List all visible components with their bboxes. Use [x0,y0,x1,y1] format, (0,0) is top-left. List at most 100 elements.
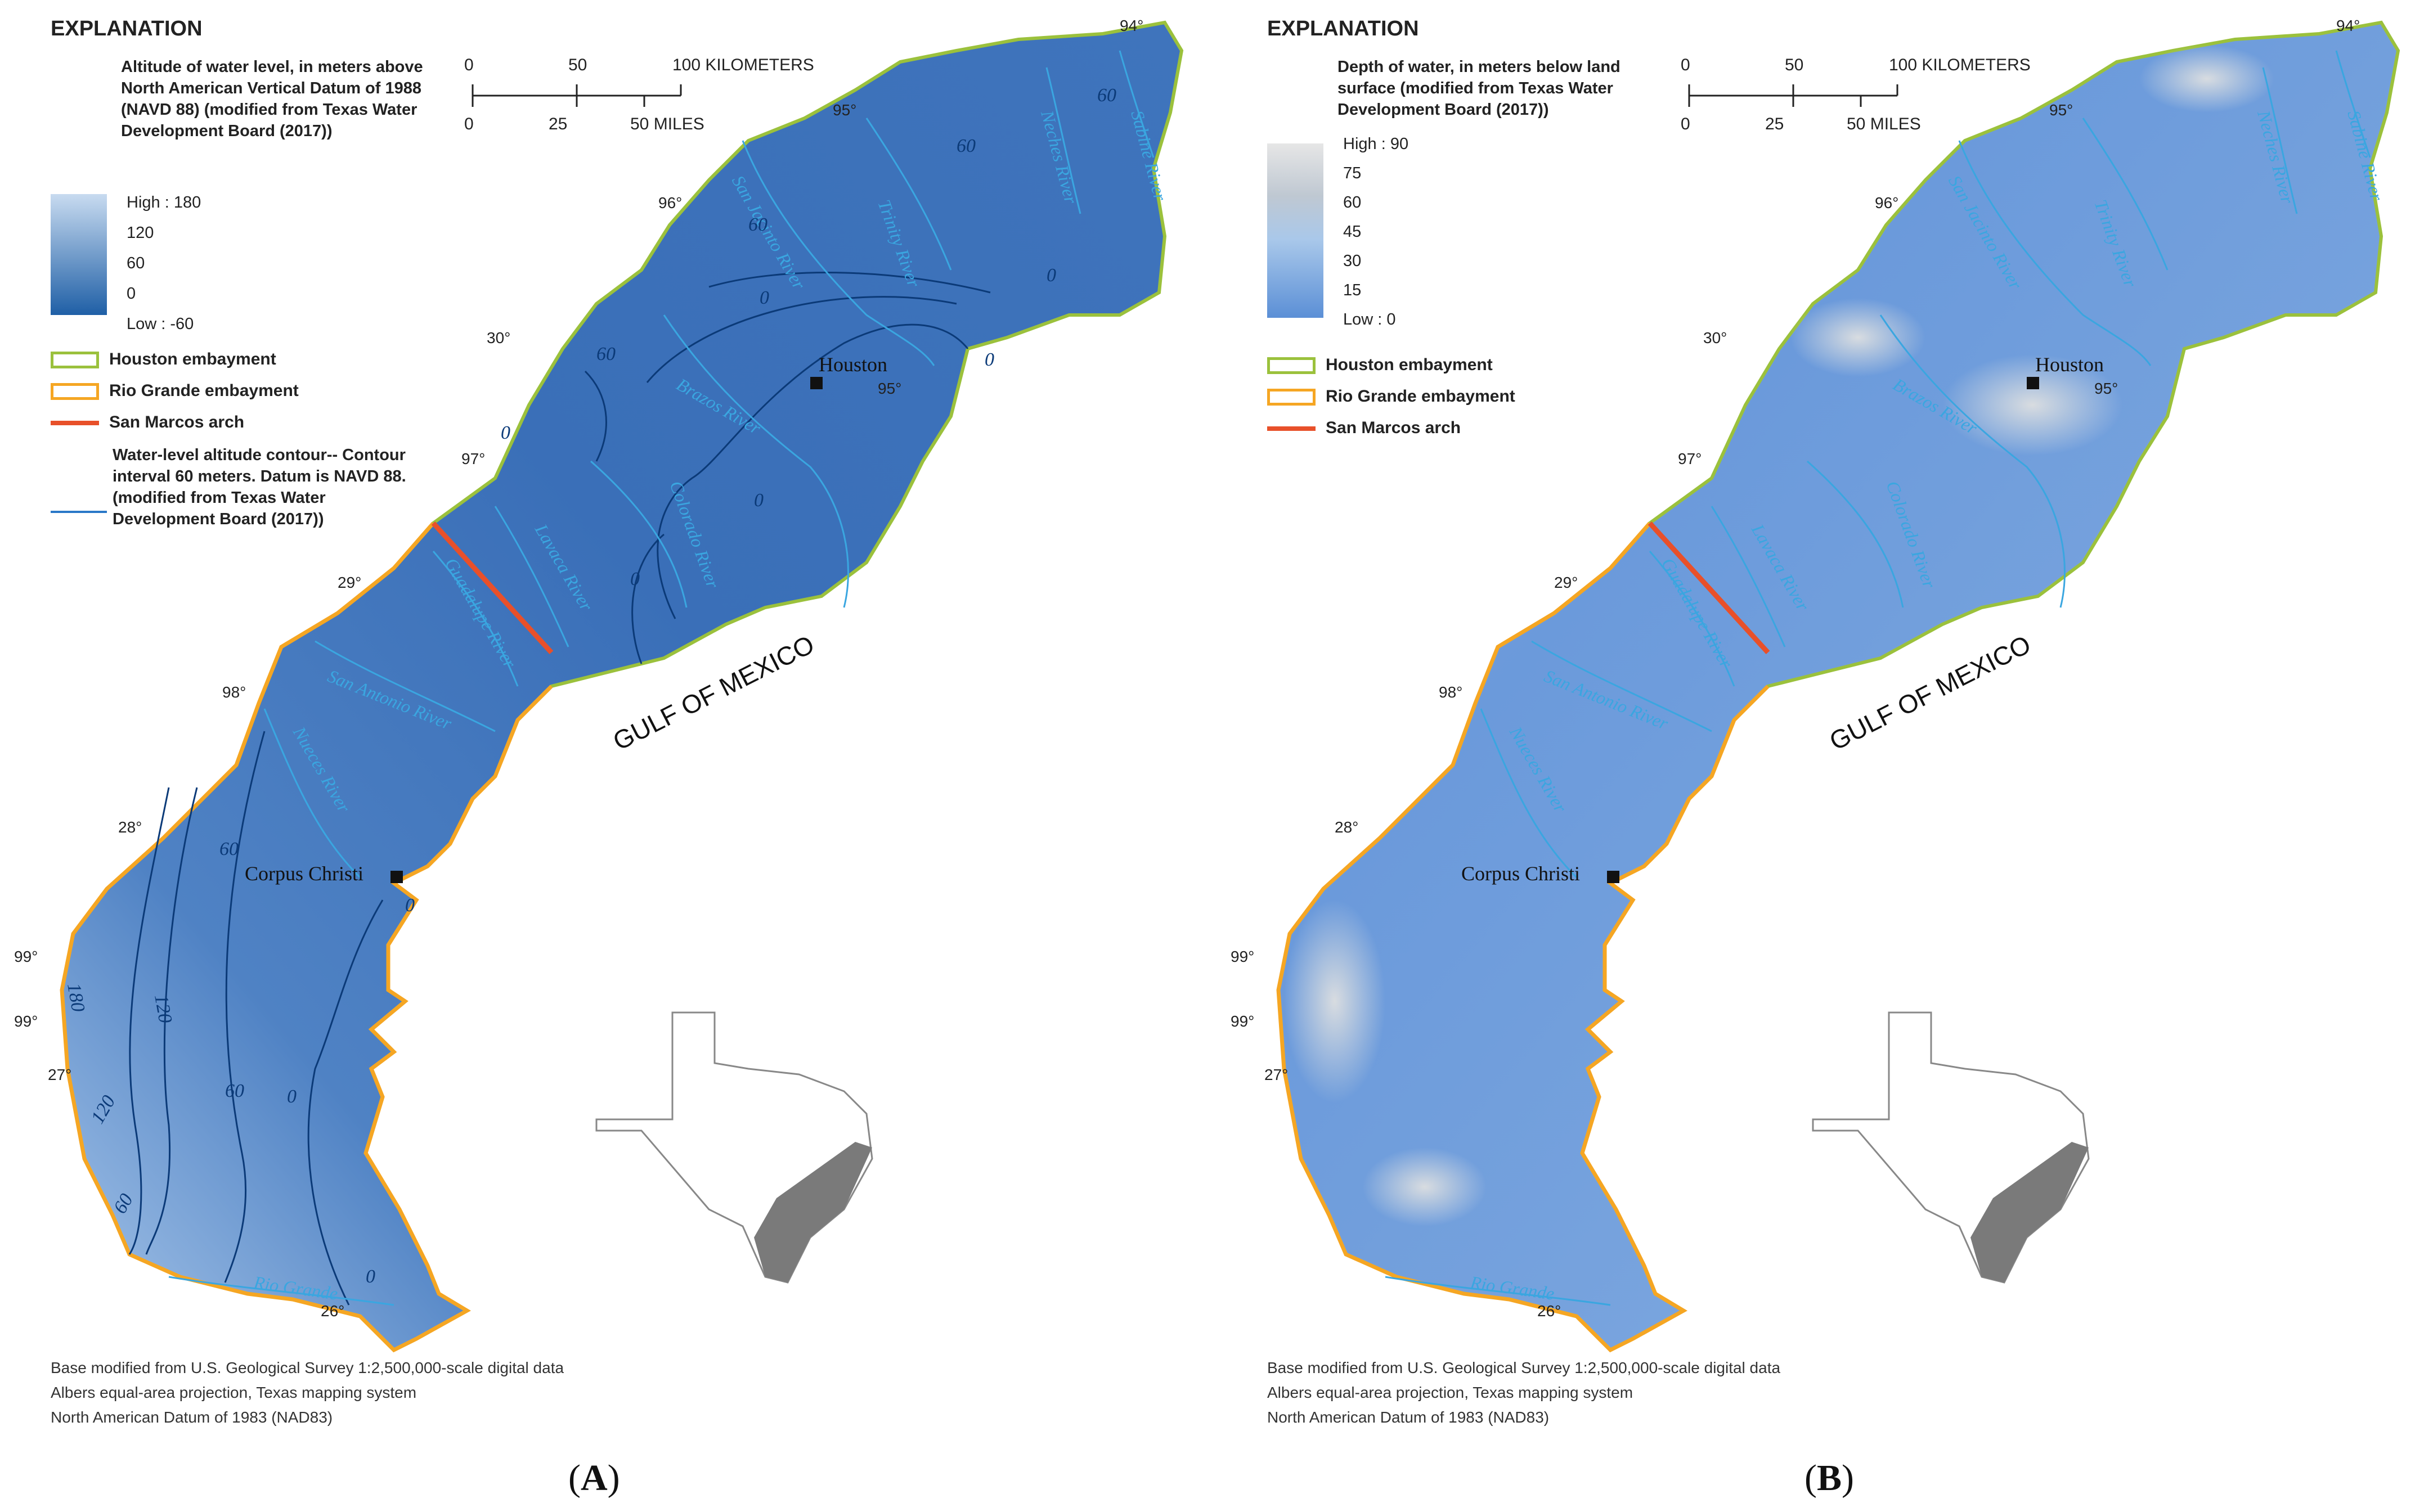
scale-km-0: 0 [1681,56,1690,74]
legend-tick: High : 90 [1343,135,1409,153]
houston-embayment-swatch [1267,357,1316,375]
legend-tick: 60 [127,254,145,272]
legend-title: Depth of water, in meters below land sur… [1337,58,1620,119]
legend-san-marcos-arch: San Marcos arch [51,413,244,441]
legend-label: San Marcos arch [1326,418,1461,437]
contour-label-7: 0 [760,287,769,308]
coord-26: 26° [321,1302,344,1320]
coord-99-a: 99° [14,948,38,965]
legend-label: San Marcos arch [109,413,245,431]
san-marcos-arch-swatch [51,421,99,426]
contour-label-4: 60 [596,344,616,364]
houston-marker [810,377,823,389]
contour-label-2: 60 [957,136,976,156]
scale-mi-0: 0 [1681,115,1690,133]
legend-label: Houston embayment [109,350,276,368]
contour-label-19: 0 [366,1266,375,1287]
depth-high-zone [1284,900,1385,1102]
source-line: Base modified from U.S. Geological Surve… [51,1359,564,1376]
legend-tick: Low : -60 [127,315,194,333]
inset-texas-map [595,1011,873,1284]
map-panel-a: 0 50 100 KILOMETERS 0 25 50 MILES 94° 95… [0,0,1216,1512]
contour-label-6: 0 [985,349,994,370]
coord-99-a: 99° [1231,948,1254,965]
source-note: Base modified from U.S. Geological Surve… [1267,1356,1780,1430]
source-note: Base modified from U.S. Geological Surve… [51,1356,564,1430]
scale-mi-50: 50 MILES [1847,115,1921,133]
source-line: North American Datum of 1983 (NAD83) [51,1408,333,1426]
explanation-title: EXPLANATION [1267,17,1419,40]
legend-color-bar [51,194,107,315]
scale-km-100: 100 KILOMETERS [1889,56,2031,74]
legend-tick: 15 [1343,281,1362,299]
coord-95-north: 95° [833,101,856,119]
map-b-svg: 0 50 100 KILOMETERS 0 25 50 MILES 94° 95… [1231,17,2400,1353]
legend-tick: 120 [127,224,154,242]
coord-29: 29° [1554,574,1578,591]
scale-mi-25: 25 [549,115,567,133]
panel-letter: A [580,1457,608,1498]
contour-label-13: 60 [225,1081,244,1101]
contour-label-10: 0 [501,422,510,443]
city-label-corpus-christi: Corpus Christi [1461,862,1580,885]
legend-tick: 75 [1343,164,1362,182]
coord-27: 27° [1264,1066,1288,1083]
rio-grande-embayment-boundary [1276,521,1770,1353]
coord-97: 97° [1678,450,1702,467]
scale-km-0: 0 [464,56,474,74]
contour-label-9: 0 [630,569,640,590]
contour-label-8: 0 [754,490,764,511]
scale-bar [1688,84,1898,107]
coord-98: 98° [1439,683,1462,701]
contour-swatch [51,511,107,513]
san-marcos-arch-swatch [1267,426,1316,431]
coord-30: 30° [487,329,510,346]
legend-tick: Low : 0 [1343,310,1396,328]
rio-grande-embayment-boundary [60,521,553,1353]
contour-legend-text: Water-level altitude contour-- Contour i… [113,446,406,528]
coord-96: 96° [1875,194,1898,212]
coord-94: 94° [1120,17,1143,34]
source-line: Base modified from U.S. Geological Surve… [1267,1359,1781,1376]
corpus-christi-marker [1607,871,1619,883]
panel-label-a: (A) [568,1457,620,1498]
scale-bar [472,84,682,107]
inset-texas-map [1812,1011,2090,1284]
san-marcos-arch-line [1648,521,1770,655]
legend-title: Altitude of water level, in meters above… [121,58,423,140]
coord-98: 98° [222,683,246,701]
scale-mi-25: 25 [1765,115,1784,133]
contour-label-5: 0 [1047,265,1056,286]
rio-grande-embayment-swatch [51,383,99,400]
legend-tick: 30 [1343,252,1362,270]
legend-rio-grande-embayment: Rio Grande embayment [1267,387,1515,415]
coord-26: 26° [1537,1302,1561,1320]
depth-high-zone [1363,1148,1487,1226]
scale-km-50: 50 [568,56,587,74]
legend-tick: 45 [1343,223,1362,241]
map-a-svg: 0 50 100 KILOMETERS 0 25 50 MILES 94° 95… [14,17,1184,1353]
source-line: Albers equal-area projection, Texas mapp… [51,1384,417,1401]
legend-label: Houston embayment [1326,356,1493,374]
rivers [1385,50,2371,1306]
san-marcos-arch-line [431,521,554,655]
map-panel-b: 0 50 100 KILOMETERS 0 25 50 MILES 94° 95… [1216,0,2433,1512]
legend-tick: High : 180 [127,194,201,212]
coord-29: 29° [338,574,361,591]
rivers [168,50,1155,1306]
corpus-christi-marker [390,871,403,883]
legend-label: Rio Grande embayment [109,381,299,400]
contour-label-3: 60 [748,214,767,235]
legend-label: Rio Grande embayment [1326,387,1515,406]
city-label-houston: Houston [819,353,887,376]
coord-97: 97° [461,450,485,467]
explanation-title: EXPLANATION [51,17,203,40]
contour-label-12: 60 [219,839,239,860]
rio-grande-embayment-swatch [1267,389,1316,406]
depth-high-zone [1790,298,1925,377]
contour-label-14: 120 [150,993,176,1025]
source-line: North American Datum of 1983 (NAD83) [1267,1408,1550,1426]
legend-ticks: High : 90 75 60 45 30 15 Low : 0 [1343,129,1408,334]
coord-28: 28° [118,818,142,836]
coord-99-b: 99° [14,1012,38,1030]
